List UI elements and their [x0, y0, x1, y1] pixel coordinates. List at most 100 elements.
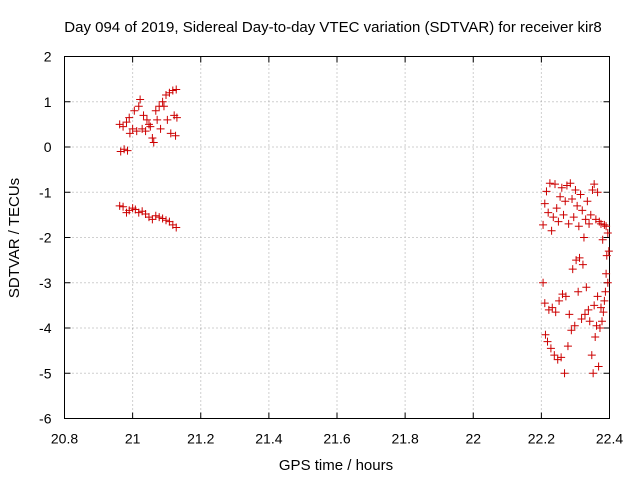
data-point — [588, 185, 597, 194]
data-point — [573, 201, 582, 210]
x-tick-label: 22 — [465, 431, 481, 447]
data-point — [565, 310, 574, 319]
data-point — [574, 287, 583, 296]
data-point — [596, 303, 605, 312]
data-point — [141, 209, 150, 218]
axis-ticks — [64, 56, 610, 419]
data-point — [574, 222, 583, 231]
data-point — [599, 308, 608, 317]
data-point — [166, 129, 175, 138]
data-point — [601, 287, 610, 296]
y-tick-label: -6 — [39, 411, 52, 427]
data-point — [575, 253, 584, 262]
data-point — [139, 111, 148, 120]
data-point — [598, 235, 607, 244]
x-tick-label: 22.4 — [596, 431, 623, 447]
data-point — [158, 214, 167, 223]
data-point — [542, 187, 551, 196]
data-point — [562, 181, 571, 190]
data-point — [122, 118, 131, 127]
data-point — [138, 124, 147, 133]
data-point — [592, 321, 601, 330]
data-point — [580, 310, 589, 319]
data-point — [555, 296, 564, 305]
data-point — [128, 124, 137, 133]
data-point — [159, 102, 168, 111]
data-point — [172, 223, 181, 232]
data-point — [149, 138, 158, 147]
data-point — [584, 305, 593, 314]
data-point — [115, 120, 124, 129]
data-point — [172, 85, 181, 94]
x-tick-label: 21.4 — [255, 431, 282, 447]
data-point — [557, 183, 566, 192]
data-point — [545, 179, 554, 188]
data-point — [552, 204, 561, 213]
data-point — [168, 86, 177, 95]
data-point — [125, 129, 134, 138]
data-point — [546, 344, 555, 353]
data-point — [132, 127, 141, 136]
data-point — [603, 278, 612, 287]
data-point — [540, 199, 549, 208]
y-tick-label: -3 — [39, 275, 52, 291]
data-point — [119, 202, 128, 211]
data-point — [553, 355, 562, 364]
x-tick-label: 21.8 — [392, 431, 419, 447]
data-point — [162, 216, 171, 225]
data-point — [119, 122, 128, 131]
data-point — [586, 210, 595, 219]
data-point — [148, 133, 157, 142]
data-point — [125, 113, 134, 122]
x-tick-label: 21.2 — [187, 431, 214, 447]
data-point — [544, 208, 553, 217]
data-point — [570, 321, 579, 330]
data-point — [558, 290, 567, 299]
data-point — [165, 88, 174, 97]
data-point — [582, 283, 591, 292]
data-point — [134, 102, 143, 111]
y-tick-label: 0 — [44, 139, 52, 155]
x-tick-label: 20.8 — [51, 431, 78, 447]
y-axis-label: SDTVAR / TECUs — [6, 178, 23, 298]
data-point — [556, 192, 565, 201]
data-point — [551, 180, 559, 189]
data-point — [554, 217, 563, 226]
data-point — [540, 299, 549, 308]
data-point — [539, 278, 548, 287]
y-tick-label: -5 — [39, 365, 52, 381]
data-point — [595, 324, 604, 332]
y-tick-label: -1 — [39, 184, 52, 200]
x-axis-tick-labels: 20.8 21 21.2 21.4 21.6 21.8 22 22.2 22.4 — [51, 431, 623, 447]
data-point — [172, 113, 181, 122]
data-point — [572, 256, 581, 265]
data-point — [115, 201, 124, 210]
data-point — [602, 222, 611, 231]
data-point — [563, 342, 572, 351]
data-point — [569, 213, 578, 222]
data-point — [568, 195, 577, 204]
data-point — [568, 265, 577, 274]
data-point — [131, 205, 140, 214]
data-point — [593, 292, 602, 301]
data-point — [136, 95, 145, 104]
data-point — [591, 333, 600, 342]
data-point — [571, 185, 580, 194]
data-point — [566, 179, 575, 188]
data-point — [116, 147, 125, 156]
data-point — [603, 228, 612, 237]
data-point — [130, 106, 139, 115]
data-point — [581, 215, 590, 224]
data-point — [560, 369, 569, 378]
data-point — [585, 317, 594, 326]
data-point — [598, 317, 607, 326]
y-axis-tick-labels: -6 -5 -4 -3 -2 -1 0 1 2 — [39, 49, 52, 427]
data-points — [115, 85, 613, 378]
x-tick-label: 21.6 — [323, 431, 350, 447]
data-point — [600, 296, 609, 305]
data-point — [602, 251, 611, 260]
data-point — [549, 213, 558, 222]
data-point — [591, 215, 600, 224]
data-point — [578, 260, 587, 269]
data-point — [547, 226, 556, 235]
